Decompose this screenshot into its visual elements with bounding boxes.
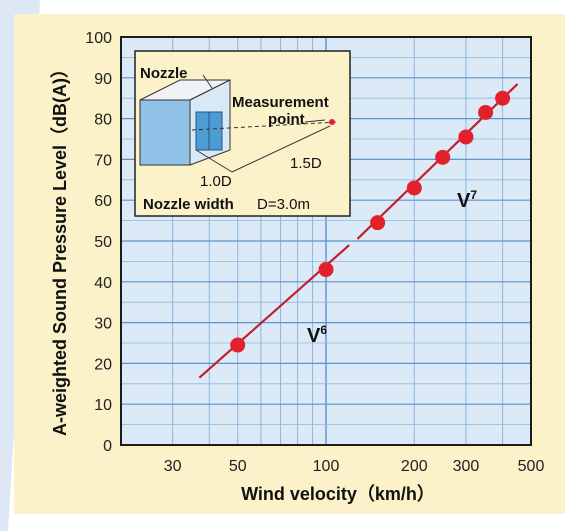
inset-diagram: Nozzle Measurement point 1.5D 1.0D Nozzl… [134, 50, 351, 217]
plot-frame [120, 36, 532, 446]
nozzle-label-leader [202, 74, 213, 89]
inset-measurement-label: Measurement [232, 94, 329, 111]
data-points [230, 90, 511, 353]
inset-d-value: D=3.0m [257, 196, 310, 213]
inset-dim-2: 1.5D [290, 155, 322, 172]
dim-1-line [195, 149, 233, 173]
y-tick-label: 70 [94, 152, 112, 169]
flow-axis [191, 121, 339, 131]
data-point [435, 149, 451, 165]
annotation-v6: V6 [307, 323, 327, 347]
measurement-leader [304, 119, 326, 123]
dim-2-line [231, 125, 331, 173]
y-tick-label: 0 [103, 438, 112, 455]
nozzle-side-face [139, 99, 191, 166]
x-tick-label: 500 [518, 458, 545, 475]
data-point [495, 90, 511, 106]
annotation-v6-base: V [307, 325, 321, 347]
data-point [370, 215, 386, 231]
annotation-v7: V7 [457, 188, 477, 212]
inset-nozzle-label: Nozzle [140, 65, 188, 82]
inset-point-label: point [268, 111, 305, 128]
data-point [478, 104, 494, 120]
data-point [458, 129, 474, 145]
inset-nozzle-width-label: Nozzle width [143, 196, 234, 213]
x-axis-ticks: 30 50 100 200 300 500 [164, 458, 545, 475]
nozzle-drawing [139, 74, 339, 173]
x-tick-label: 50 [229, 458, 247, 475]
data-point [406, 180, 422, 196]
y-tick-label: 100 [85, 30, 112, 47]
y-tick-label: 10 [94, 397, 112, 414]
y-axis-ticks: 0 10 20 30 40 50 60 70 80 90 100 [85, 30, 112, 455]
annotation-v6-exponent: 6 [320, 323, 327, 337]
x-tick-label: 30 [164, 458, 182, 475]
data-point [230, 337, 246, 353]
y-tick-label: 90 [94, 71, 112, 88]
x-tick-label: 200 [401, 458, 428, 475]
x-tick-label: 300 [453, 458, 480, 475]
x-axis-title: Wind velocity（km/h） [241, 484, 435, 504]
inset-dim-1: 1.0D [200, 173, 232, 190]
y-tick-label: 40 [94, 275, 112, 292]
y-axis-title: A-weighted Sound Pressure Level（dB(A)） [50, 60, 70, 436]
y-tick-label: 80 [94, 112, 112, 129]
y-tick-label: 50 [94, 234, 112, 251]
y-tick-label: 30 [94, 316, 112, 333]
annotation-v7-base: V [457, 190, 471, 212]
x-tick-label: 100 [313, 458, 340, 475]
measurement-point-marker [329, 119, 335, 125]
data-point [318, 262, 334, 278]
annotation-v7-exponent: 7 [470, 188, 477, 202]
y-tick-label: 20 [94, 356, 112, 373]
y-tick-label: 60 [94, 193, 112, 210]
